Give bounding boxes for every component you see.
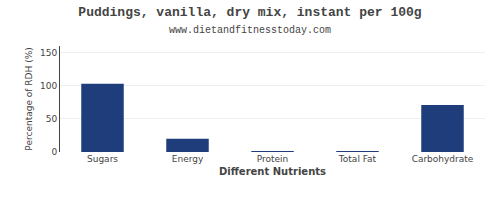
svg-text:Percentage of RDH (%): Percentage of RDH (%) [24,47,34,150]
svg-text:Carbohydrate: Carbohydrate [412,154,474,164]
svg-text:100: 100 [40,81,57,91]
svg-text:Energy: Energy [172,154,204,164]
svg-text:Sugars: Sugars [87,154,118,164]
svg-text:50: 50 [46,114,58,124]
svg-text:0: 0 [51,147,57,157]
svg-text:150: 150 [40,48,57,58]
svg-text:Different Nutrients: Different Nutrients [219,166,326,177]
svg-text:Protein: Protein [257,154,289,164]
svg-text:Total Fat: Total Fat [338,154,377,164]
svg-text:Puddings, vanilla, dry mix, in: Puddings, vanilla, dry mix, instant per … [78,5,421,36]
